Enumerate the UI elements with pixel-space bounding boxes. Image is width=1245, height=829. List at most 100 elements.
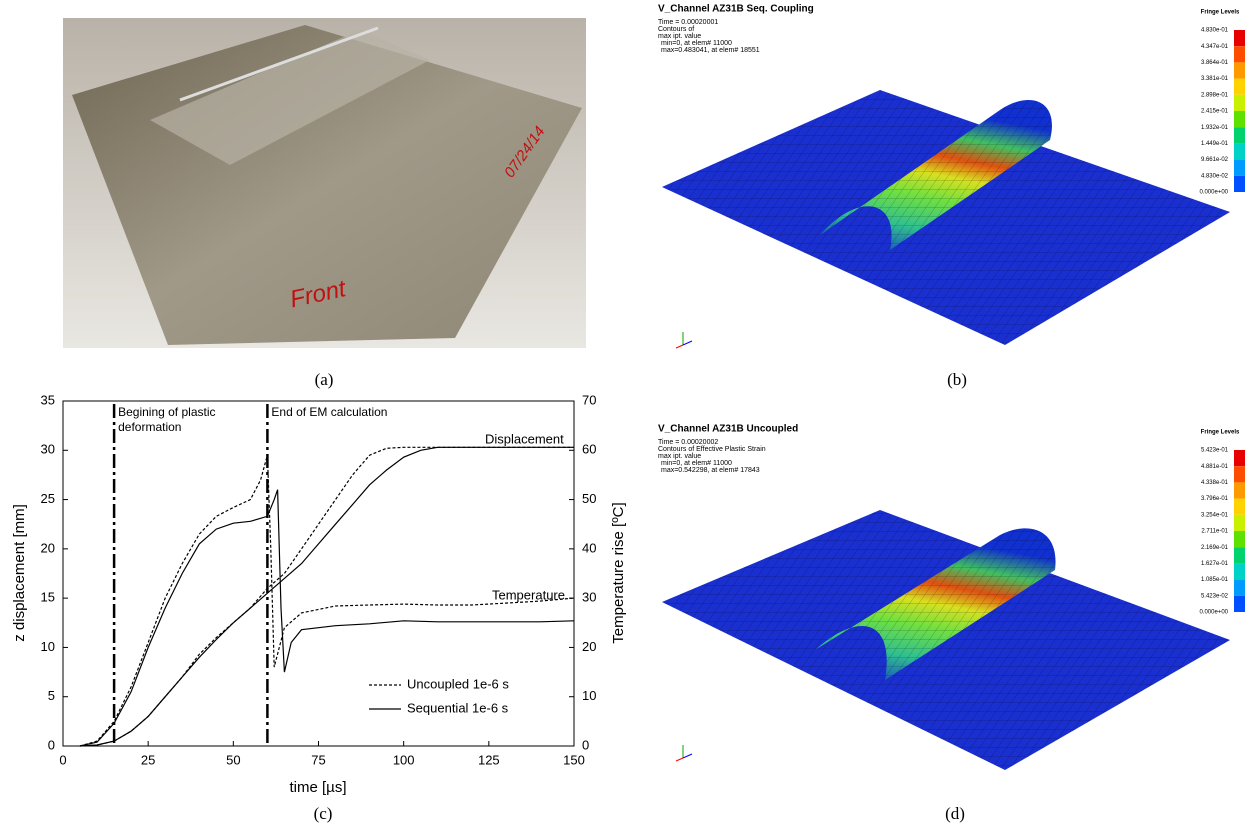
y2-tick-label: 70 bbox=[582, 392, 596, 407]
fringe-label: 3.796e-01 bbox=[1201, 496, 1229, 502]
x-tick-label: 0 bbox=[59, 752, 66, 767]
panel-label: (d) bbox=[945, 804, 965, 823]
event-label-box: Begining of plastic deformation bbox=[118, 405, 258, 445]
mesh bbox=[662, 90, 1230, 345]
y-tick-label: 10 bbox=[41, 639, 55, 654]
event-label: Begining of plastic deformation bbox=[118, 405, 258, 435]
y-axis-label: z displacement [mm] bbox=[11, 504, 28, 642]
y-tick-label: 5 bbox=[48, 688, 55, 703]
fringe-swatch bbox=[1234, 111, 1245, 127]
header-line: max=0.483041, at elem# 18551 bbox=[661, 47, 760, 54]
header-line: Contours of Effective Plastic Strain bbox=[658, 446, 766, 453]
fringe-label: 2.415e-01 bbox=[1201, 109, 1229, 115]
panel-label: (b) bbox=[947, 370, 967, 389]
annotation: Temperature bbox=[492, 587, 565, 602]
y2-tick-label: 30 bbox=[582, 590, 596, 605]
header-line: max ipt. value bbox=[658, 453, 701, 460]
header-line: Contours of bbox=[658, 26, 694, 33]
y2-tick-label: 40 bbox=[582, 540, 596, 555]
fringe-legend: Fringe Levels 5.423e-01 4.881e-01 4.338e-01… bbox=[1199, 430, 1245, 616]
fringe-swatch bbox=[1234, 160, 1245, 176]
fringe-label: 3.254e-01 bbox=[1201, 512, 1229, 518]
fringe-swatch bbox=[1234, 531, 1245, 547]
fringe-title: Fringe Levels bbox=[1201, 430, 1240, 436]
triad bbox=[676, 758, 683, 761]
fringe-label: 5.423e-01 bbox=[1201, 448, 1229, 454]
x-tick-label: 100 bbox=[393, 752, 415, 767]
y-tick-label: 35 bbox=[41, 392, 55, 407]
fringe-swatch bbox=[1234, 62, 1245, 78]
fringe-label: 9.661e-02 bbox=[1201, 157, 1229, 163]
y-tick-label: 25 bbox=[41, 491, 55, 506]
fringe-title: Fringe Levels bbox=[1201, 10, 1240, 16]
plot-frame bbox=[63, 401, 574, 746]
event-label-box: End of EM calculation bbox=[271, 405, 411, 445]
fringe-swatch bbox=[1234, 46, 1245, 62]
fringe-label: 2.711e-01 bbox=[1201, 529, 1228, 535]
simulation-d bbox=[662, 510, 1230, 770]
y2-tick-label: 50 bbox=[582, 491, 596, 506]
header-line: max=0.542298, at elem# 17843 bbox=[661, 467, 760, 474]
simulation-b bbox=[662, 90, 1230, 348]
header-title: V_Channel AZ31B Seq. Coupling bbox=[658, 4, 814, 15]
legend-label: Uncoupled 1e-6 s bbox=[407, 676, 509, 691]
y2-tick-label: 60 bbox=[582, 442, 596, 457]
header-line: min=0, at elem# 11000 bbox=[661, 460, 732, 467]
fringe-swatch bbox=[1234, 143, 1245, 159]
fringe-label: 4.830e-01 bbox=[1201, 28, 1229, 34]
x-tick-label: 125 bbox=[478, 752, 500, 767]
fringe-label: 3.381e-01 bbox=[1201, 76, 1229, 82]
fringe-swatch bbox=[1234, 95, 1245, 111]
y2-axis-label: Temperature rise [ºC] bbox=[610, 502, 627, 643]
y-tick-label: 15 bbox=[41, 590, 55, 605]
y2-tick-label: 10 bbox=[582, 688, 596, 703]
annotation: Displacement bbox=[485, 431, 564, 446]
y-tick-label: 0 bbox=[48, 737, 55, 752]
simulation-header: V_Channel AZ31B Uncoupled Time = 0.000200… bbox=[658, 424, 798, 474]
fringe-swatch bbox=[1234, 580, 1245, 596]
fringe-label: 2.898e-01 bbox=[1201, 92, 1229, 98]
fringe-label: 1.932e-01 bbox=[1201, 125, 1229, 131]
y-tick-label: 30 bbox=[41, 442, 55, 457]
header-line: Time = 0.00020001 bbox=[658, 19, 718, 26]
fringe-label: 4.347e-01 bbox=[1201, 44, 1229, 50]
fringe-swatch bbox=[1234, 30, 1245, 46]
fringe-label: 2.169e-01 bbox=[1201, 545, 1229, 551]
header-title: V_Channel AZ31B Uncoupled bbox=[658, 424, 798, 435]
fringe-label: 3.864e-01 bbox=[1201, 60, 1229, 66]
chart: time [µs] z displacement [mm] Temperatur… bbox=[11, 392, 627, 796]
header-line: Time = 0.00020002 bbox=[658, 439, 718, 446]
x-tick-label: 25 bbox=[141, 752, 155, 767]
y-tick-label: 20 bbox=[41, 540, 55, 555]
event-label: End of EM calculation bbox=[271, 405, 411, 420]
figure: Front 07/24/14 (a) V_Channel AZ31B Seq. … bbox=[0, 0, 1245, 829]
y2-tick-label: 0 bbox=[582, 737, 589, 752]
fringe-label: 1.085e-01 bbox=[1201, 577, 1229, 583]
legend-label: Sequential 1e-6 s bbox=[407, 700, 509, 715]
fringe-label: 5.423e-02 bbox=[1201, 593, 1229, 599]
fringe-swatch bbox=[1234, 79, 1245, 95]
triad bbox=[676, 345, 683, 348]
x-tick-label: 50 bbox=[226, 752, 240, 767]
header-line: max ipt. value bbox=[658, 33, 701, 40]
fringe-swatch bbox=[1234, 515, 1245, 531]
fringe-label: 0.000e+00 bbox=[1199, 610, 1228, 616]
fringe-label: 4.830e-02 bbox=[1201, 173, 1229, 179]
fringe-label: 4.338e-01 bbox=[1201, 480, 1229, 486]
fringe-swatch bbox=[1234, 563, 1245, 579]
panel-label: (c) bbox=[314, 804, 333, 823]
fringe-swatch bbox=[1234, 127, 1245, 143]
fringe-label: 4.881e-01 bbox=[1201, 464, 1229, 470]
header-line: min=0, at elem# 11000 bbox=[661, 40, 732, 47]
fringe-swatch bbox=[1234, 466, 1245, 482]
fringe-swatch bbox=[1234, 499, 1245, 515]
x-tick-label: 75 bbox=[311, 752, 325, 767]
fringe-swatch bbox=[1234, 482, 1245, 498]
photo: Front 07/24/14 bbox=[63, 18, 586, 348]
y2-tick-label: 20 bbox=[582, 639, 596, 654]
fringe-swatch bbox=[1234, 547, 1245, 563]
fringe-label: 1.627e-01 bbox=[1201, 561, 1229, 567]
simulation-header: V_Channel AZ31B Seq. Coupling Time = 0.00… bbox=[658, 4, 814, 54]
x-tick-label: 150 bbox=[563, 752, 585, 767]
fringe-label: 0.000e+00 bbox=[1199, 190, 1228, 196]
